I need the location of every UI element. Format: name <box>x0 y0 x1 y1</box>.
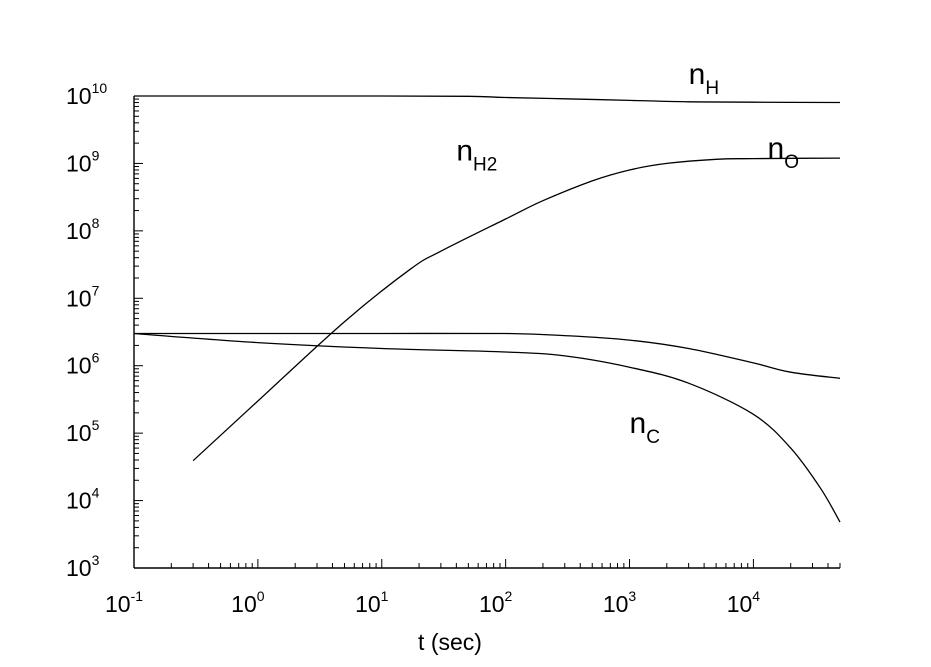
axes <box>133 96 840 569</box>
y-tick-label: 104 <box>66 485 100 514</box>
x-tick-label: 104 <box>727 588 761 617</box>
y-tick-label: 108 <box>66 215 100 244</box>
series-label-nH: nH <box>689 58 719 99</box>
x-tick-label: 102 <box>479 588 513 617</box>
series-label-nC: nC <box>630 407 660 448</box>
y-tick-label: 107 <box>66 282 100 311</box>
series-line-nH <box>133 95 841 104</box>
x-axis-title: t (sec) <box>418 629 482 655</box>
series-line-nO <box>133 332 841 379</box>
series-line-nH2 <box>192 157 841 462</box>
x-tick-label: 10-1 <box>105 588 143 617</box>
x-tick-label: 103 <box>603 588 637 617</box>
curves <box>133 95 841 523</box>
tick-labels: 10-1 100 101 102 103 104 103 104 105 106 107 108 109… <box>66 80 760 617</box>
x-tick-label: 101 <box>355 588 389 617</box>
y-tick-label: 105 <box>66 417 100 446</box>
series-label-nO: nO <box>768 132 799 173</box>
y-tick-label: 109 <box>66 147 100 176</box>
series-line-nC <box>133 332 841 523</box>
series-label-nH2: nH2 <box>456 135 497 176</box>
y-tick-label: 1010 <box>66 80 107 109</box>
y-tick-label: 103 <box>66 552 100 581</box>
ticks <box>133 95 841 569</box>
curve-labels: nH nH2 nO nC <box>456 58 799 448</box>
x-tick-label: 100 <box>231 588 265 617</box>
y-tick-label: 106 <box>66 350 100 379</box>
